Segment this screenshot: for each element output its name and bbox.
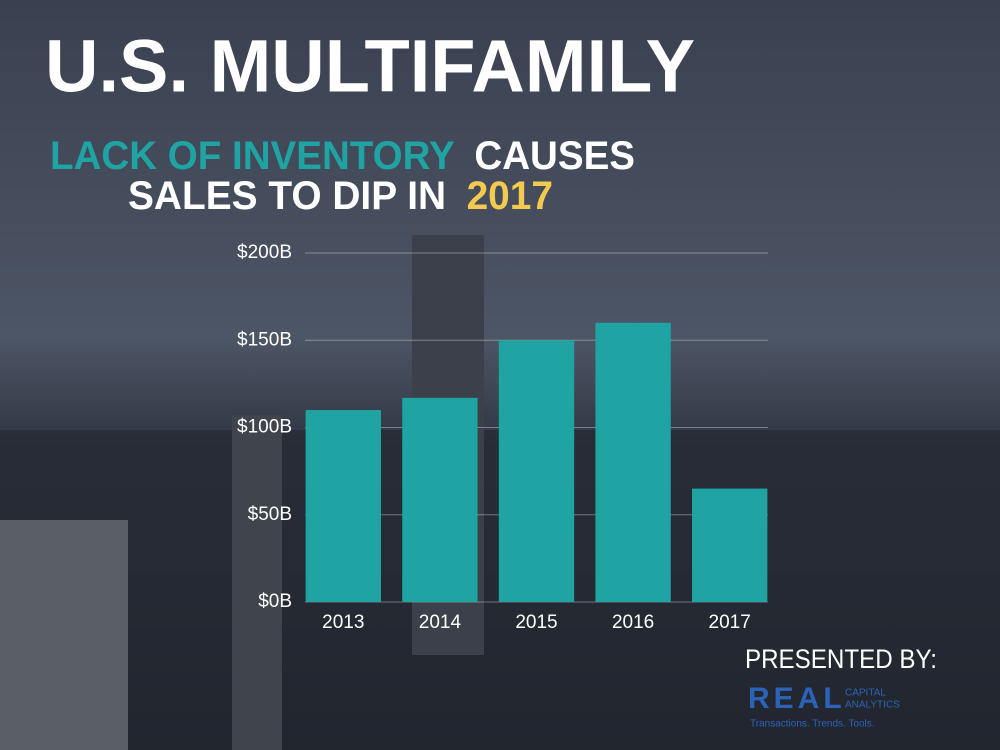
subtitle: LACK OF INVENTORY CAUSES <box>50 134 635 178</box>
building <box>0 520 128 750</box>
subtitle-highlight: 2017 <box>467 174 553 218</box>
bar <box>692 488 768 602</box>
logo: REAL <box>748 682 846 715</box>
bar <box>595 322 671 602</box>
x-tick-label: 2014 <box>419 612 462 633</box>
y-tick-label: $200B <box>237 242 292 263</box>
subtitle: SALES TO DIP IN 2017 <box>128 174 553 218</box>
tagline: Transactions. Trends. Tools. <box>750 719 875 730</box>
x-tick-label: 2017 <box>709 612 751 633</box>
logo-sub: CAPITAL <box>845 688 886 699</box>
y-tick-label: $0B <box>258 591 292 612</box>
subtitle-text: CAUSES <box>474 134 635 178</box>
subtitle-text: SALES TO DIP IN <box>128 174 446 218</box>
logo-sub: ANALYTICS <box>845 700 900 711</box>
presented-by: PRESENTED BY: <box>745 644 937 674</box>
y-tick-label: $50B <box>248 504 292 525</box>
x-tick-label: 2016 <box>612 612 654 633</box>
chart-title: U.S. MULTIFAMILY <box>45 25 695 108</box>
x-tick-label: 2015 <box>515 612 557 633</box>
bar <box>305 410 381 602</box>
bar <box>402 397 478 602</box>
bar <box>498 340 575 602</box>
building <box>232 415 282 750</box>
subtitle-highlight: LACK OF INVENTORY <box>50 134 455 178</box>
y-tick-label: $100B <box>237 417 292 438</box>
x-tick-label: 2013 <box>322 612 364 633</box>
y-tick-label: $150B <box>237 329 292 350</box>
